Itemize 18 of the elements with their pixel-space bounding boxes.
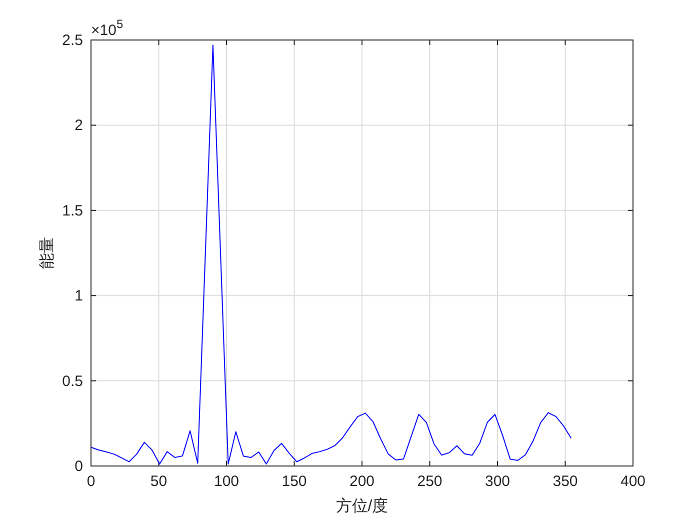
x-axis-title: 方位/度 xyxy=(336,497,388,515)
x-tick-label: 350 xyxy=(552,473,578,490)
y-tick-label: 1 xyxy=(74,288,83,305)
y-tick-label: 0 xyxy=(74,458,83,475)
x-tick-label: 200 xyxy=(349,473,375,490)
x-tick-label: 150 xyxy=(282,473,307,490)
y-tick-label: 1.5 xyxy=(62,202,83,220)
x-tick-label: 300 xyxy=(484,473,510,490)
x-tick-label: 50 xyxy=(150,473,168,490)
y-axis-title: 能量 xyxy=(38,237,56,269)
y-tick-label: 0.5 xyxy=(62,372,83,390)
text: ×10$^{5}$ xyxy=(91,17,124,39)
x-tick-label: 250 xyxy=(417,473,442,490)
x-tick-label: 0 xyxy=(86,473,96,490)
y-tick-label: 2 xyxy=(74,117,83,134)
x-tick-label: 400 xyxy=(620,473,646,490)
y-tick-label: 2.5 xyxy=(62,32,83,49)
x-tick-label: 100 xyxy=(214,473,240,490)
